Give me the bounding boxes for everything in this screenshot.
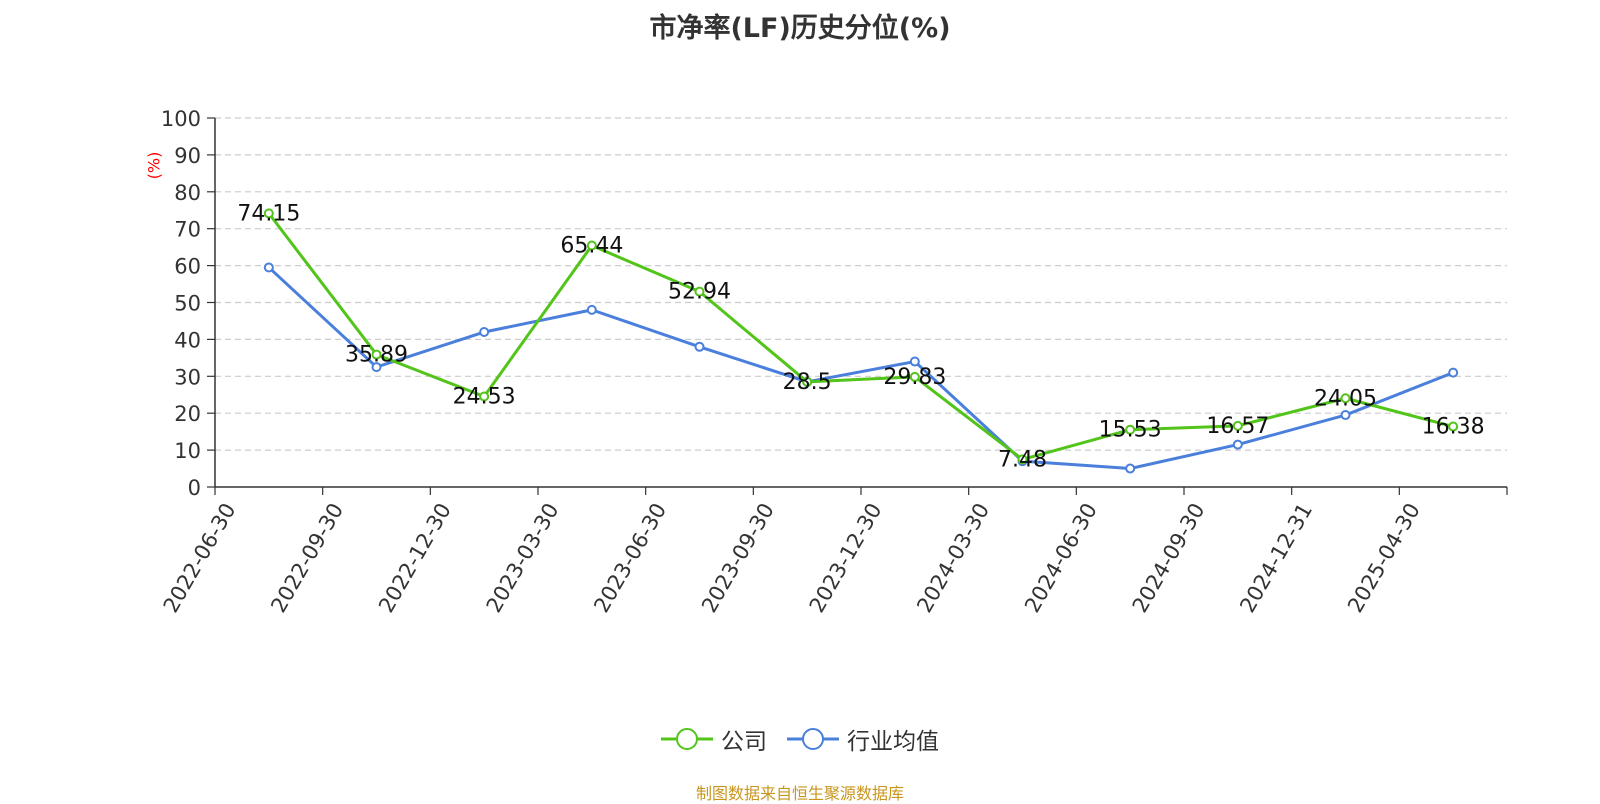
data-label: 7.48 <box>998 447 1047 472</box>
x-tick-label: 2023-12-30 <box>805 499 887 617</box>
data-point-company <box>1017 454 1028 465</box>
data-point-industry <box>479 327 490 338</box>
y-tick-label: 40 <box>174 328 201 352</box>
legend-label-industry: 行业均值 <box>847 729 939 755</box>
data-point-company <box>479 391 490 402</box>
data-point-company <box>1232 420 1243 431</box>
data-label: 24.05 <box>1314 386 1377 411</box>
y-tick-label: 20 <box>174 402 201 426</box>
x-tick-label: 2024-09-30 <box>1128 499 1210 617</box>
y-tick-label: 50 <box>174 292 201 316</box>
data-label: 35.89 <box>345 343 408 368</box>
series-line-industry <box>267 266 1454 471</box>
data-point-company <box>586 240 597 251</box>
y-tick-label: 90 <box>174 144 201 168</box>
legend: 公司 行业均值 <box>0 722 1600 756</box>
legend-item-company[interactable]: 公司 <box>661 722 767 756</box>
data-label: 74.15 <box>237 201 300 226</box>
data-label: 65.44 <box>560 234 623 259</box>
y-tick-label: 60 <box>174 255 201 279</box>
data-point-company <box>1125 424 1136 435</box>
data-label: 16.57 <box>1206 414 1269 439</box>
legend-item-industry[interactable]: 行业均值 <box>787 722 939 756</box>
data-point-industry <box>371 362 382 373</box>
x-tick-label: 2023-09-30 <box>697 499 779 617</box>
data-label: 24.53 <box>453 384 516 409</box>
data-source-note: 制图数据来自恒生聚源数据库 <box>695 784 904 803</box>
x-tick-label: 2023-06-30 <box>589 499 671 617</box>
data-point-industry <box>694 341 705 352</box>
legend-label-company: 公司 <box>721 729 767 755</box>
data-point-company <box>371 349 382 360</box>
data-label: 28.5 <box>783 370 832 395</box>
legend-swatch-company-icon <box>661 728 713 750</box>
data-point-company <box>1448 421 1459 432</box>
x-tick-label: 2023-03-30 <box>482 499 564 617</box>
y-tick-label: 0 <box>188 476 201 500</box>
data-point-industry <box>1448 367 1459 378</box>
data-label: 16.38 <box>1422 415 1485 440</box>
data-point-industry <box>909 356 920 367</box>
chart-title: 市净率(LF)历史分位(%) <box>649 13 951 44</box>
data-point-industry <box>1340 410 1351 421</box>
legend-swatch-industry-icon <box>787 728 839 750</box>
data-point-industry <box>263 262 274 273</box>
data-point-company <box>802 376 813 387</box>
line-chart: 0 10 20 30 40 50 60 70 80 90 100 2022-06-30 2022-09-… <box>159 107 1508 617</box>
data-label: 15.53 <box>1099 418 1162 443</box>
x-tick-label: 2024-12-31 <box>1235 499 1317 617</box>
series-line-company <box>267 212 1454 461</box>
x-tick-label: 2022-12-30 <box>374 499 456 617</box>
data-label: 52.94 <box>668 280 731 305</box>
y-tick-label: 100 <box>161 107 201 131</box>
y-tick-label: 80 <box>174 181 201 205</box>
y-tick-label: 70 <box>174 218 201 242</box>
data-point-company <box>1340 393 1351 404</box>
y-tick-label: 30 <box>174 365 201 389</box>
data-point-company <box>909 371 920 382</box>
data-label: 29.83 <box>883 365 946 390</box>
x-tick-label: 2024-06-30 <box>1020 499 1102 617</box>
x-tick-label: 2022-09-30 <box>266 499 348 617</box>
x-tick-label: 2025-04-30 <box>1343 499 1425 617</box>
x-tick-label: 2022-06-30 <box>159 499 241 617</box>
data-point-industry <box>1125 463 1136 474</box>
x-tick-label: 2024-03-30 <box>912 499 994 617</box>
data-point-industry <box>1232 439 1243 450</box>
data-point-industry <box>586 304 597 315</box>
data-point-company <box>263 208 274 219</box>
data-point-company <box>694 286 705 297</box>
y-tick-label: 10 <box>174 439 201 463</box>
